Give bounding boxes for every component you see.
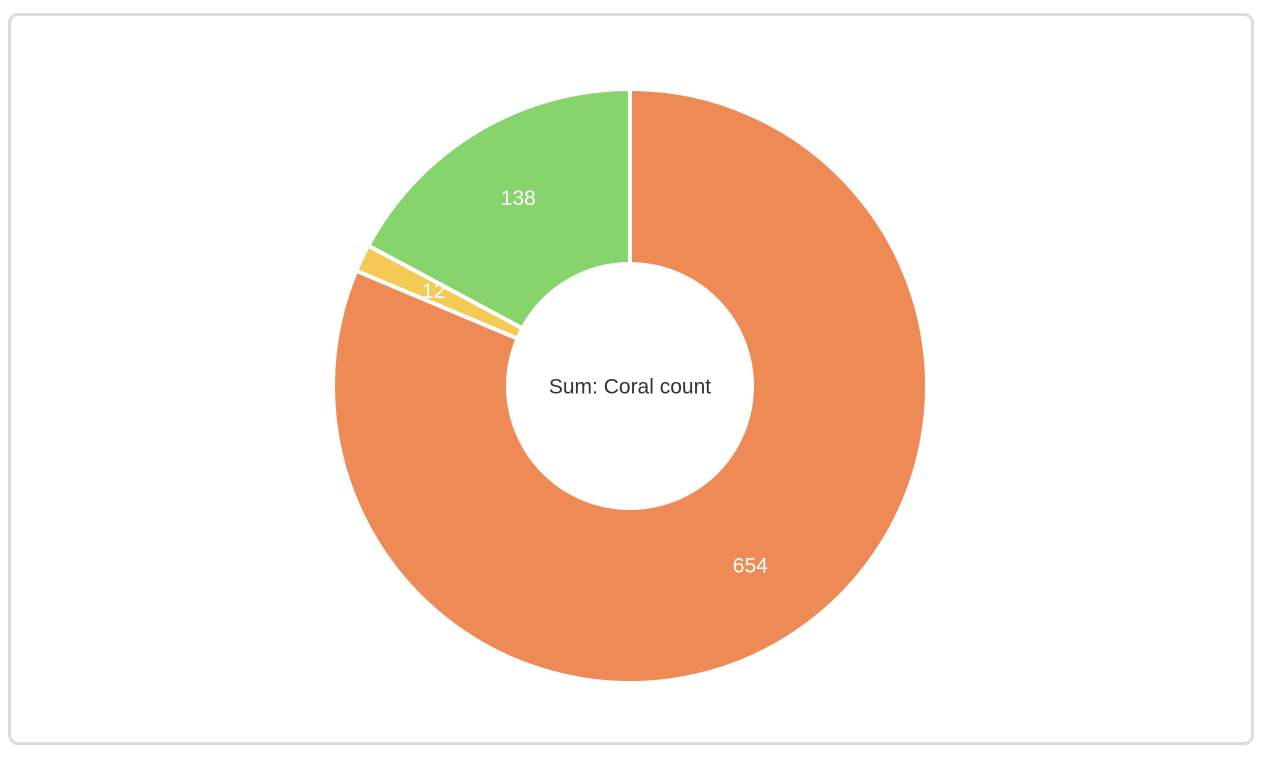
center-label: Sum: Coral count <box>549 376 711 399</box>
data-label: 654 <box>733 555 768 578</box>
slice <box>365 86 632 332</box>
data-label: 138 <box>501 187 536 210</box>
slice <box>331 86 929 685</box>
